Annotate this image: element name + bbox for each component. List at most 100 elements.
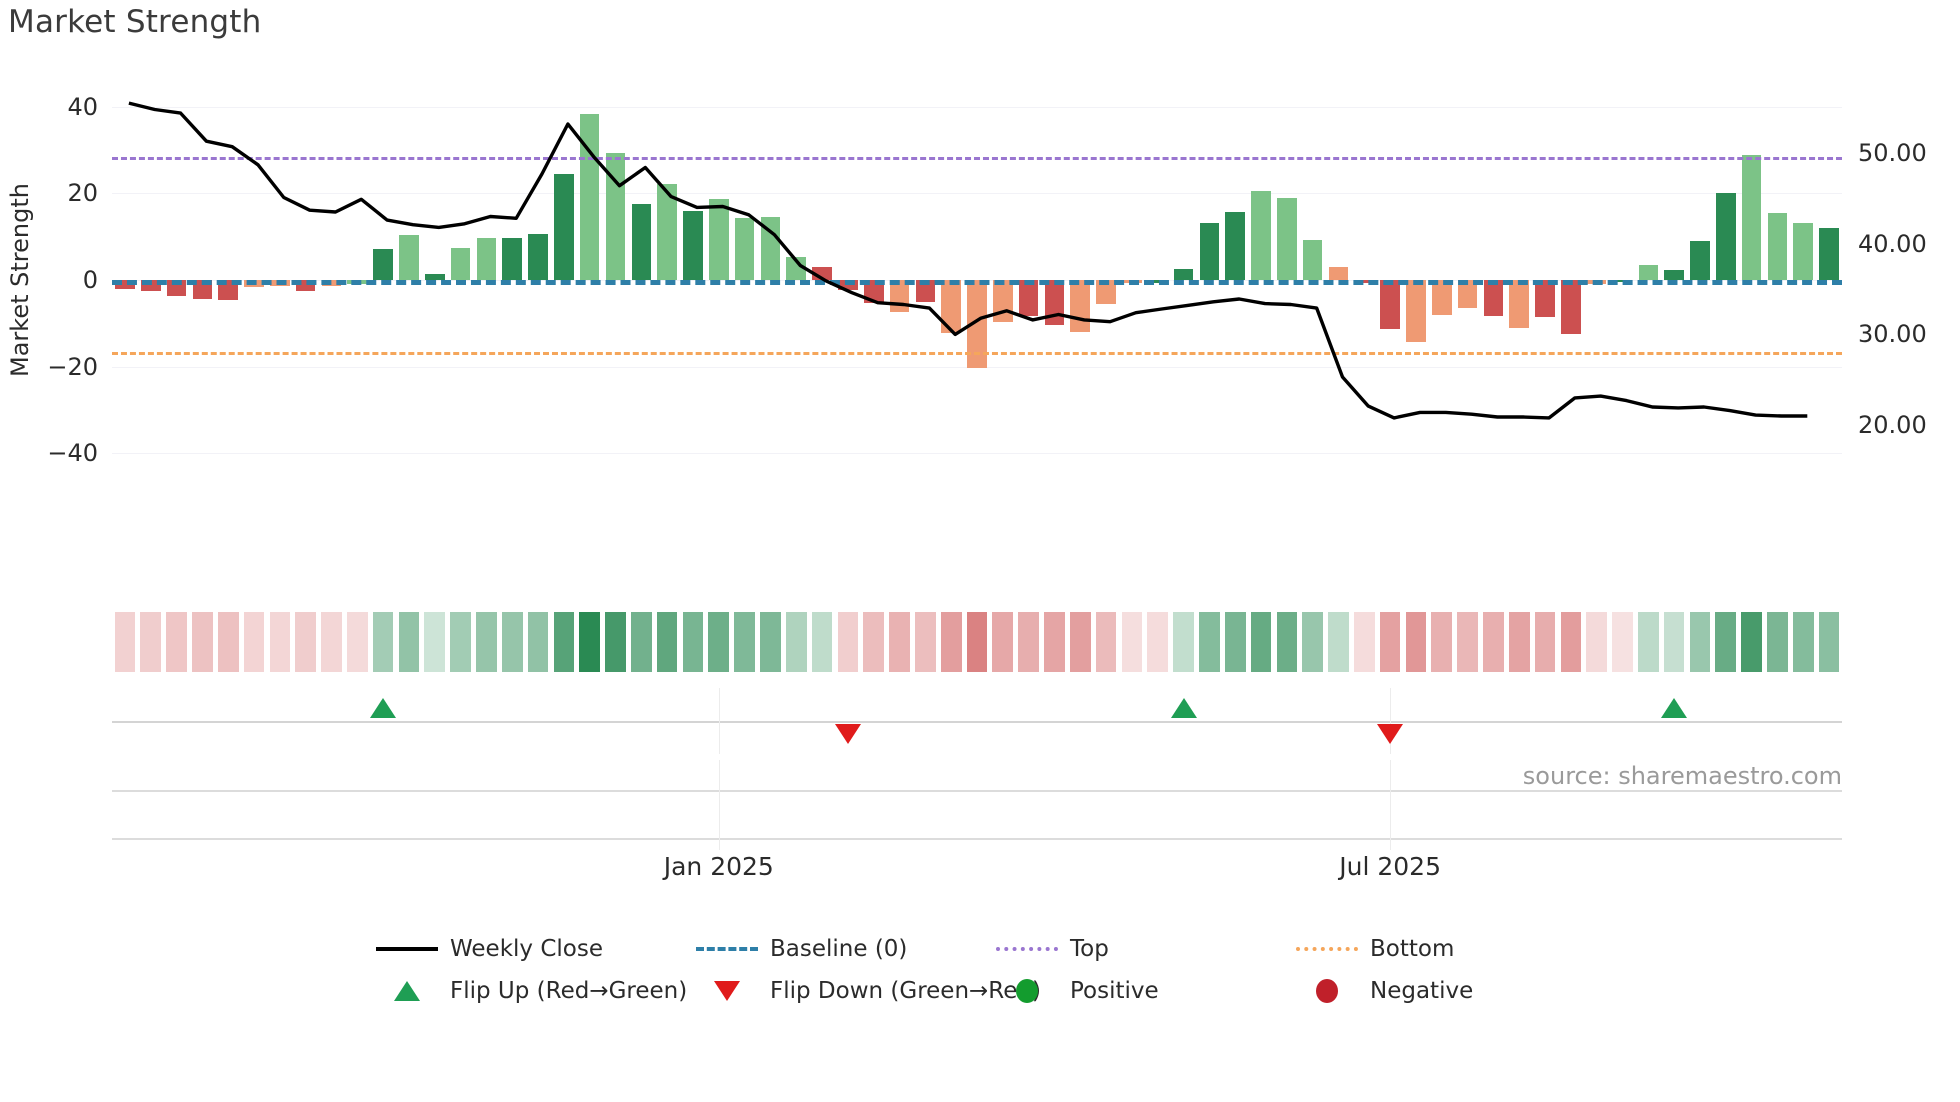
heatmap-cell [372,612,394,672]
heatmap-cell [1405,612,1427,672]
heatmap-cell [1457,612,1478,672]
dotted-line-orange-icon [1290,932,1364,966]
bar [1638,265,1659,280]
heatmap-cell [217,612,239,672]
bar [734,217,755,280]
bar [1483,280,1504,316]
flip-up-marker [1170,698,1197,718]
bar [1225,211,1245,280]
heatmap-cell [915,612,936,672]
heatmap-cell [1663,612,1685,672]
heatmap-cell [166,612,187,672]
bar [140,280,161,292]
x-axis-tick-label: Jan 2025 [663,852,774,881]
heatmap-cell [1224,612,1246,672]
weekly-close-polyline [128,101,1808,420]
heatmap-cell [1638,612,1659,672]
legend-item-label: Negative [1370,978,1474,1004]
heatmap-cell [1534,612,1556,672]
bar [941,280,961,333]
heatmap-cell [708,612,730,672]
flip-down-marker [1377,724,1404,744]
heatmap-cell [1044,612,1065,672]
heatmap-cell [1147,612,1169,672]
legend-item[interactable]: Flip Down (Green→Red) [690,970,1041,1012]
bar [1431,280,1452,315]
legend-item[interactable]: Flip Up (Red→Green) [370,970,687,1012]
bar [1535,280,1555,318]
bar [1406,280,1426,342]
heatmap-cell [785,612,807,672]
legend-item-label: Top [1070,936,1109,962]
bar [1793,222,1814,280]
heatmap-cell [1302,612,1323,672]
heatmap-cell [501,612,523,672]
triangle-up-green-icon [370,974,444,1008]
heatmap-cell [889,612,910,672]
dashed-line-blue-icon [690,932,764,966]
page-title: Market Strength [8,4,262,40]
heatmap-cell [1792,612,1814,672]
bar [1767,213,1788,280]
bar [1096,280,1116,305]
bar [399,234,419,280]
bar [1277,197,1297,280]
legend-item[interactable]: Positive [990,970,1159,1012]
legend-item[interactable]: Top [990,928,1109,970]
flip-up-marker [1661,698,1688,718]
heatmap-cell [243,612,265,672]
x-axis-tick-label: Jul 2025 [1339,852,1441,881]
legend-item[interactable]: Baseline (0) [690,928,907,970]
legend-item-label: Weekly Close [450,936,603,962]
heatmap-cell [863,612,885,672]
bar [708,199,729,280]
heatmap-cell [1689,612,1711,672]
heatmap-cell [527,612,549,672]
heatmap-cell [1069,612,1091,672]
legend-item[interactable]: Negative [1290,970,1473,1012]
bar [760,216,781,280]
legend-item-label: Positive [1070,978,1159,1004]
bar [528,234,548,280]
heatmap-cell [966,612,988,672]
heatmap-cell [1199,612,1220,672]
circle-red-icon [1290,974,1364,1008]
flip-down-marker [834,724,861,744]
heatmap-cell [1508,612,1530,672]
x-tick-gridline [718,688,720,754]
heatmap-cell [1328,612,1349,672]
heatmap-cell [295,612,316,672]
heatmap-cell [1276,612,1298,672]
legend-item[interactable]: Bottom [1290,928,1454,970]
heatmap-cell [1612,612,1633,672]
dotted-line-purple-icon [990,932,1064,966]
heatmap-cell [346,612,368,672]
bar [1664,270,1684,280]
bar [1690,241,1710,280]
heatmap-cell [1018,612,1039,672]
heatmap-cell [114,612,136,672]
flip-markers-row [112,688,1842,754]
heatmap-cell [734,612,755,672]
legend-row: Flip Up (Red→Green) Flip Down (Green→Red)… [370,970,1600,1012]
legend-item[interactable]: Weekly Close [370,928,603,970]
bar [476,238,497,280]
gridline [112,193,1842,195]
bar [863,280,884,303]
heatmap-cell [450,612,471,672]
heatmap-cell [1483,612,1504,672]
heatmap-cell [1586,612,1608,672]
y-axis-left-tick-label: −20 [47,352,98,381]
heatmap-cell [553,612,575,672]
main-plot-area: 40 20 0 −20 −40 50.00 40.00 30.00 20.00 Market … [6,85,1927,475]
y-axis-left-tick-label: 20 [67,179,98,208]
bar [1328,267,1349,280]
bar [1715,193,1736,280]
y-axis-left-tick-label: 0 [82,266,98,294]
chart-legend: Weekly Close Baseline (0) Top Bottom Flip Up… [370,928,1600,1012]
heatmap-cell [1379,612,1401,672]
heatmap-cell [192,612,213,672]
heatmap-cell [682,612,704,672]
x-tick-gridline [1390,760,1392,850]
solid-line-black-icon [370,932,444,966]
